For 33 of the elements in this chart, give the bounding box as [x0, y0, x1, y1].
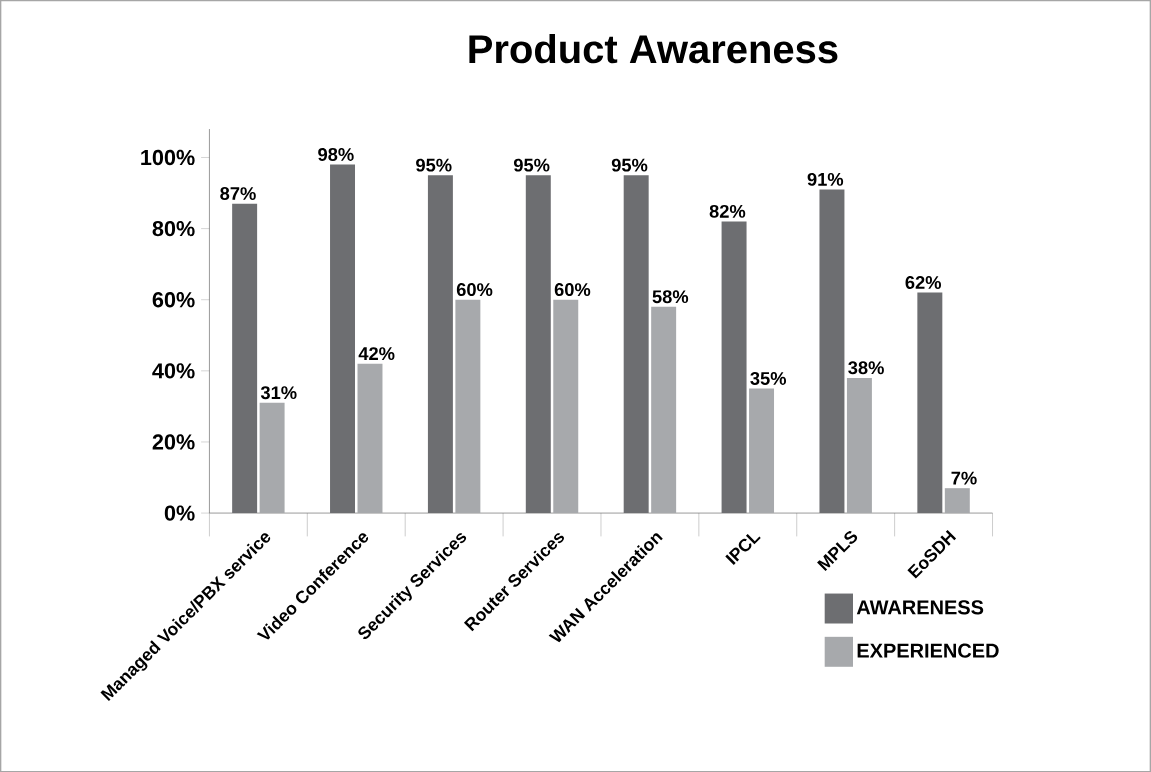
bar — [846, 377, 872, 513]
y-tick-label: 0% — [164, 505, 195, 521]
chart-title: Product Awareness — [469, 33, 838, 64]
data-label: 98% — [318, 147, 354, 161]
y-tick-label: 80% — [152, 220, 195, 237]
data-label: 60% — [554, 282, 591, 296]
data-label: 35% — [750, 371, 787, 385]
data-label: 95% — [611, 158, 648, 172]
data-label: 7% — [951, 471, 977, 485]
y-tick-label: 100% — [141, 149, 195, 165]
data-label: 95% — [513, 158, 550, 172]
bar — [944, 487, 970, 513]
legend-label: EXPERIENCED — [857, 643, 999, 658]
data-label: 95% — [416, 158, 452, 172]
bar — [651, 306, 677, 513]
data-label: 31% — [260, 385, 297, 399]
y-tick-label: 20% — [152, 434, 195, 450]
legend-label: AWARENESS — [856, 600, 984, 615]
bar — [357, 363, 383, 513]
data-label: 60% — [456, 282, 493, 296]
y-tick-label: 40% — [152, 362, 195, 379]
data-label: 38% — [848, 361, 884, 375]
data-label: 42% — [358, 346, 395, 360]
bar — [749, 388, 775, 513]
y-tick-label: 60% — [152, 291, 195, 308]
data-label: 58% — [652, 290, 689, 303]
data-label: 82% — [709, 204, 746, 218]
data-label: 62% — [905, 275, 942, 289]
data-label: 91% — [807, 172, 844, 186]
bar — [553, 299, 579, 513]
bar — [259, 402, 285, 513]
bar — [455, 299, 481, 513]
data-label: 87% — [220, 186, 256, 200]
